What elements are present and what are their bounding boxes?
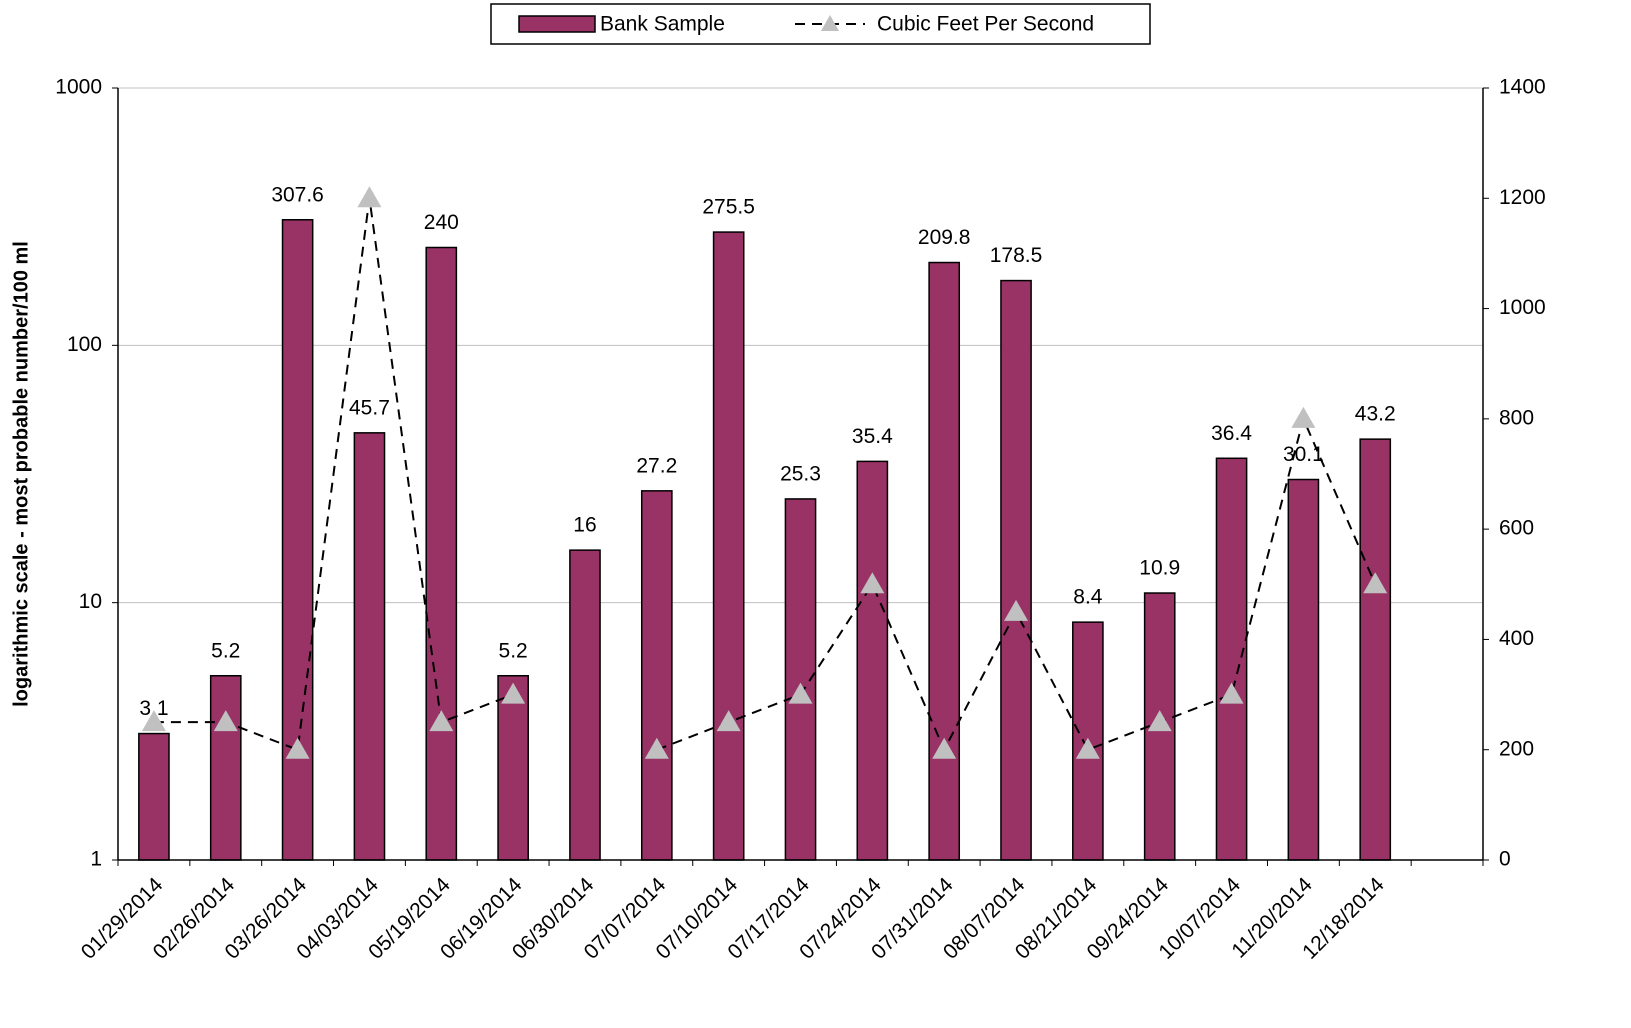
y2-tick-label: 1200 <box>1499 186 1546 209</box>
bar <box>138 732 170 861</box>
data-label: 3.1 <box>139 697 168 720</box>
bar <box>1287 478 1320 861</box>
y2-tick-label: 1400 <box>1499 76 1546 99</box>
marker <box>429 710 454 732</box>
marker <box>1004 599 1029 621</box>
marker <box>501 682 526 704</box>
bar <box>281 219 314 861</box>
legend-marker <box>821 15 839 31</box>
data-label: 240 <box>424 211 459 234</box>
marker <box>788 682 813 704</box>
data-label: 8.4 <box>1073 586 1103 609</box>
y2-tick-label: 600 <box>1499 517 1534 540</box>
data-label: 275.5 <box>702 196 755 219</box>
legend-label: Bank Sample <box>600 13 725 36</box>
marker <box>213 710 238 732</box>
data-label: 178.5 <box>990 244 1043 267</box>
line <box>153 198 514 752</box>
data-label: 307.6 <box>271 183 324 206</box>
bar <box>928 261 961 861</box>
bar <box>1000 279 1032 861</box>
data-label: 16 <box>573 514 596 537</box>
marker <box>285 737 310 759</box>
bar <box>712 231 745 861</box>
bar <box>1215 457 1248 861</box>
y-tick-label: 1000 <box>55 76 102 99</box>
y2-tick-label: 200 <box>1499 737 1534 760</box>
marker <box>1147 710 1172 732</box>
bar <box>856 460 889 861</box>
data-label: 36.4 <box>1211 422 1252 445</box>
marker <box>141 710 166 732</box>
data-label: 45.7 <box>349 396 390 419</box>
data-label: 27.2 <box>636 454 677 477</box>
marker <box>1075 737 1100 759</box>
y-tick-label: 100 <box>67 333 102 356</box>
data-label: 35.4 <box>852 425 893 448</box>
legend-swatch <box>518 15 596 33</box>
marker <box>1219 682 1244 704</box>
marker <box>357 186 382 208</box>
data-label: 10.9 <box>1139 557 1180 580</box>
marker <box>1291 406 1316 428</box>
y2-tick-label: 800 <box>1499 406 1534 429</box>
bar <box>1359 438 1392 861</box>
marker <box>716 710 741 732</box>
y2-tick-label: 1000 <box>1499 296 1546 319</box>
y-axis-title: logarithmic scale - most probable number… <box>10 241 32 707</box>
bar <box>640 490 673 861</box>
data-label: 43.2 <box>1355 403 1396 426</box>
marker <box>644 737 669 759</box>
marker <box>932 737 957 759</box>
marker <box>860 572 885 594</box>
data-label: 30.1 <box>1283 443 1324 466</box>
data-label: 25.3 <box>780 462 821 485</box>
y2-tick-label: 400 <box>1499 627 1534 650</box>
bar <box>353 432 386 861</box>
y2-tick-label: 0 <box>1499 848 1511 871</box>
marker <box>1363 572 1388 594</box>
legend-label: Cubic Feet Per Second <box>877 13 1094 36</box>
data-label: 5.2 <box>211 639 240 662</box>
data-label: 5.2 <box>499 639 528 662</box>
data-label: 209.8 <box>918 226 971 249</box>
bar <box>569 549 601 861</box>
y-tick-label: 10 <box>79 590 102 613</box>
bar <box>425 246 458 861</box>
bar <box>209 674 242 861</box>
y-tick-label: 1 <box>90 848 102 871</box>
